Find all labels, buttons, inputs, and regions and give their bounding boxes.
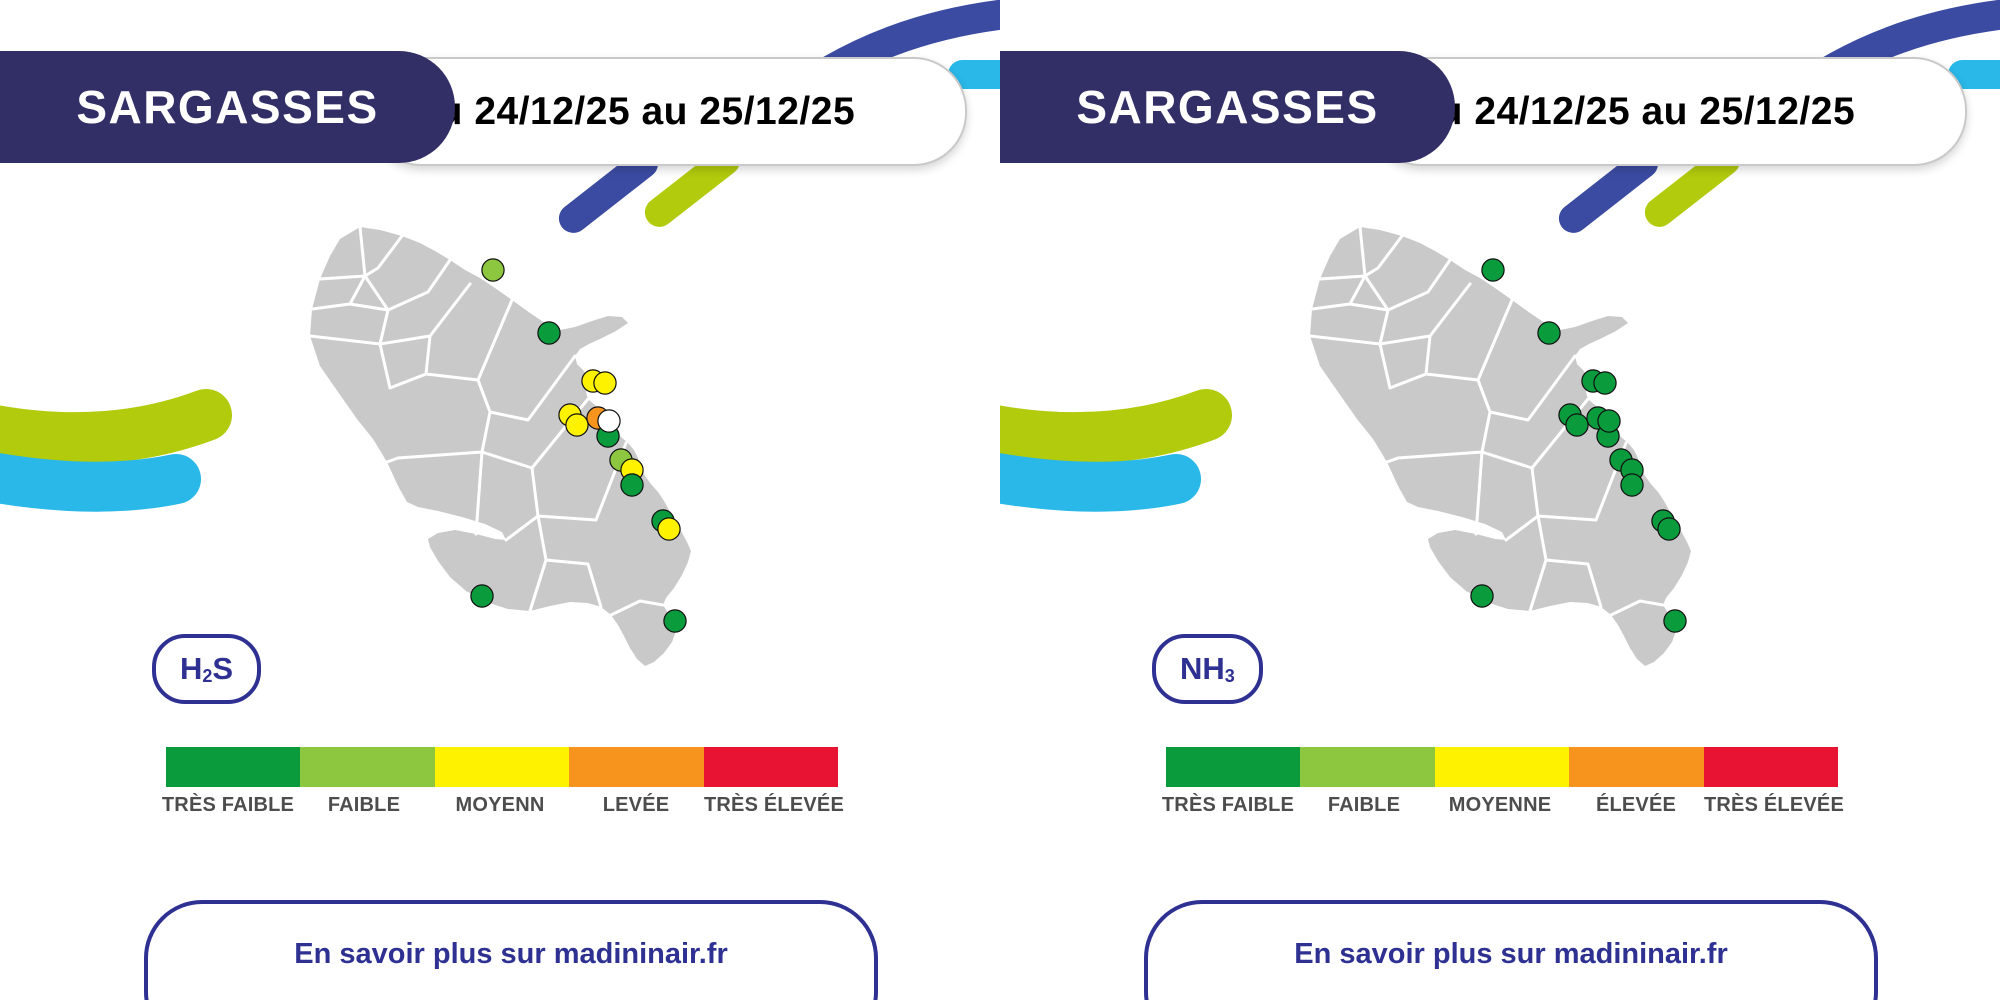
panel-nh3: Du 24/12/25 au 25/12/25 SARGASSES NH 3 TR… (1000, 0, 2000, 1000)
station-dot (657, 517, 681, 541)
date-pill: Du 24/12/25 au 25/12/25 (1368, 57, 1967, 166)
station-dot (1537, 321, 1561, 345)
station-dot (1597, 409, 1621, 433)
legend-segment-faible (300, 747, 435, 787)
legend-segment-tres_elevee (1703, 747, 1839, 787)
title-pill: SARGASSES (0, 51, 455, 163)
swoosh-waves-icon (0, 389, 232, 512)
legend-segment-faible (1300, 747, 1435, 787)
legend-label: TRÈS ÉLEVÉE (1704, 794, 1845, 816)
footer-link-label: En savoir plus sur madininair.fr (294, 938, 728, 970)
station-dot (663, 609, 687, 633)
legend-segment-moyenne (1434, 747, 1570, 787)
legend-bar (1166, 747, 1839, 787)
station-dot (593, 371, 617, 395)
station-dot (1593, 371, 1617, 395)
legend-label: MOYENN (455, 794, 545, 816)
legend-label: MOYENNE (1448, 794, 1552, 816)
station-dot (1663, 609, 1687, 633)
station-dot (620, 473, 644, 497)
legend-segment-tres_elevee (703, 747, 839, 787)
title-pill: SARGASSES (1000, 51, 1455, 163)
station-dot (1481, 258, 1505, 282)
page-title: SARGASSES (76, 81, 379, 133)
station-dot (1470, 584, 1494, 608)
legend-label: TRÈS FAIBLE (1161, 794, 1295, 816)
footer-link-button[interactable]: En savoir plus sur madininair.fr (1144, 900, 1878, 1000)
legend-label: FAIBLE (327, 794, 401, 816)
station-dot (1620, 473, 1644, 497)
pollutant-main: NH (1180, 651, 1225, 686)
legend-label: TRÈS FAIBLE (161, 794, 295, 816)
swoosh-waves-icon (1000, 389, 1232, 512)
date-pill: Du 24/12/25 au 25/12/25 (368, 57, 967, 166)
footer-link-button[interactable]: En savoir plus sur madininair.fr (144, 900, 878, 1000)
pollutant-pill: NH 3 (1152, 634, 1263, 704)
station-dot (565, 413, 589, 437)
station-dot (470, 584, 494, 608)
legend-segment-moyenne (434, 747, 570, 787)
legend-labels: TRÈS FAIBLE FAIBLE MOYENNE ÉLEVÉE TRÈS É… (1160, 794, 1844, 817)
date-range: Du 24/12/25 au 25/12/25 (1410, 89, 1856, 133)
station-dot (537, 321, 561, 345)
page-title: SARGASSES (1076, 81, 1379, 133)
legend-segment-elevee (1569, 747, 1704, 787)
station-dot (1657, 517, 1681, 541)
pollutant-main: H (180, 651, 203, 686)
legend-labels: TRÈS FAIBLE FAIBLE MOYENN LEVÉE TRÈS ÉLE… (160, 794, 844, 817)
martinique-map (308, 225, 693, 668)
pollutant-tail: S (212, 651, 234, 686)
date-range: Du 24/12/25 au 25/12/25 (410, 89, 856, 133)
legend-segment-tres_faible (1166, 747, 1301, 787)
station-dot (597, 409, 621, 433)
martinique-map (1308, 225, 1693, 668)
legend-label: FAIBLE (1327, 794, 1401, 816)
station-dots-layer (470, 258, 687, 633)
legend-label: LEVÉE (602, 794, 670, 816)
legend-label: TRÈS ÉLEVÉE (704, 794, 845, 816)
footer-link-label: En savoir plus sur madininair.fr (1294, 938, 1728, 970)
legend-bar (166, 747, 839, 787)
station-dot (1565, 413, 1589, 437)
station-dots-layer (1470, 258, 1687, 633)
legend-label: ÉLEVÉE (1595, 794, 1677, 816)
legend-segment-tres_faible (166, 747, 301, 787)
legend-segment-elevee (569, 747, 704, 787)
station-dot (481, 258, 505, 282)
